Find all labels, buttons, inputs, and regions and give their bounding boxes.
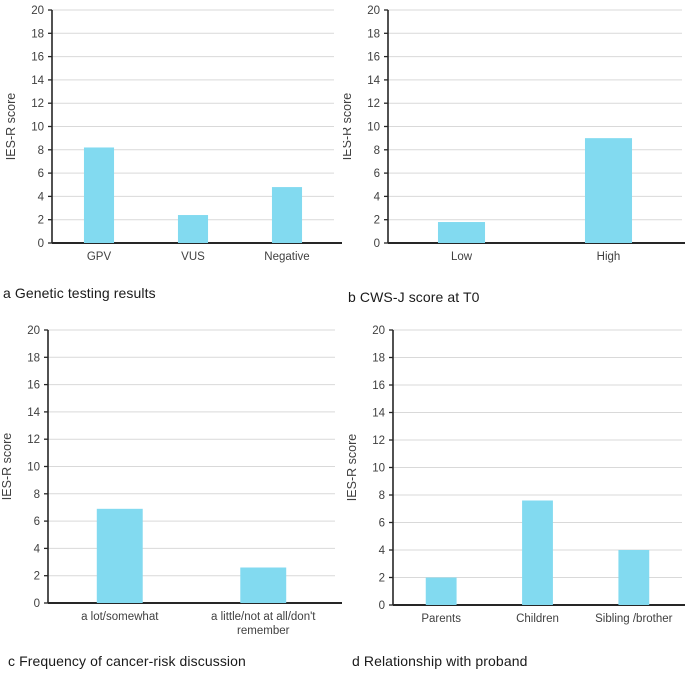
x-category-label: GPV — [87, 251, 112, 263]
y-tick-label: 8 — [38, 145, 44, 157]
y-tick-label: 10 — [31, 122, 44, 134]
x-category-label: Sibling /brother — [595, 613, 673, 625]
y-tick-label: 0 — [374, 238, 380, 250]
y-tick-label: 20 — [27, 325, 40, 337]
y-tick-label: 6 — [38, 168, 44, 180]
x-category-label: VUS — [181, 251, 205, 263]
chart-panel-b: 0 2 4 6 8 10 12 14 16 18 20 Low High IES-R score b CW… — [343, 0, 685, 305]
bar-chart-b: 0 2 4 6 8 10 12 14 16 18 20 Low High IES-R score — [343, 5, 685, 263]
y-tick-label: 18 — [367, 28, 380, 40]
y-tick-label: 8 — [379, 490, 385, 502]
bar-a-2 — [177, 215, 209, 243]
chart-panel-c: 0 2 4 6 8 10 12 14 16 18 20 a lot/somewhat a little/… — [0, 318, 342, 669]
bar-chart-c: 0 2 4 6 8 10 12 14 16 18 20 a lot/somewhat a little/… — [0, 325, 342, 637]
y-tick-label: 4 — [34, 543, 41, 555]
y-tick-label: 8 — [374, 145, 380, 157]
bar-chart-d: 0 2 4 6 8 10 12 14 16 18 20 Parents Children Sibling … — [345, 325, 685, 625]
y-tick-label: 14 — [372, 408, 385, 420]
y-tick-label: 4 — [38, 191, 45, 203]
y-tick-label: 0 — [34, 598, 40, 610]
y-tick-label: 14 — [31, 75, 44, 87]
y-tick-label: 10 — [27, 462, 40, 474]
x-category-label: a lot/somewhat — [81, 611, 159, 623]
chart-a-caption: a Genetic testing results — [3, 285, 156, 301]
y-tick-label: 8 — [34, 489, 40, 501]
y-tick-label: 18 — [27, 352, 40, 364]
x-category-label: Negative — [264, 251, 309, 263]
y-axis-title: IES-R score — [343, 93, 354, 160]
y-axis-title: IES-R score — [345, 434, 359, 501]
x-category-label: High — [597, 251, 621, 263]
y-tick-label: 12 — [31, 98, 44, 110]
y-tick-label: 20 — [372, 325, 385, 337]
y-tick-label: 18 — [372, 353, 385, 365]
bar-b-1 — [437, 222, 486, 243]
bar-a-3 — [271, 187, 303, 243]
y-tick-label: 16 — [31, 52, 44, 64]
y-tick-label: 12 — [27, 434, 40, 446]
y-tick-label: 4 — [379, 545, 386, 557]
y-tick-label: 0 — [38, 238, 44, 250]
y-axis-title: IES-R score — [4, 93, 18, 160]
chart-b-caption: b CWS-J score at T0 — [348, 289, 480, 305]
bar-d-2 — [522, 500, 553, 605]
y-tick-label: 16 — [27, 380, 40, 392]
y-tick-label: 6 — [34, 516, 40, 528]
y-tick-label: 12 — [372, 435, 385, 447]
bar-c-1 — [96, 508, 143, 603]
chart-c-caption: c Frequency of cancer-risk discussion — [8, 653, 246, 669]
x-category-label: a little/not at all/don't remember — [211, 611, 316, 637]
chart-panel-d: 0 2 4 6 8 10 12 14 16 18 20 Parents Children Sibling … — [343, 318, 685, 669]
bar-b-2 — [584, 138, 633, 243]
y-axis-title: IES-R score — [0, 433, 14, 500]
y-tick-label: 2 — [379, 573, 385, 585]
y-tick-label: 20 — [31, 5, 44, 17]
y-tick-label: 16 — [367, 52, 380, 64]
bar-chart-a: 0 2 4 6 8 10 12 14 16 18 20 GPV VUS Negative IES-R sco… — [4, 5, 342, 263]
y-tick-label: 14 — [367, 75, 380, 87]
chart-d-caption: d Relationship with proband — [352, 653, 528, 669]
y-tick-label: 10 — [372, 463, 385, 475]
y-tick-label: 12 — [367, 98, 380, 110]
y-tick-label: 16 — [372, 380, 385, 392]
x-category-label: Low — [451, 251, 473, 263]
y-tick-label: 2 — [34, 571, 40, 583]
y-tick-label: 2 — [38, 215, 44, 227]
y-tick-label: 14 — [27, 407, 40, 419]
chart-panel-a: 0 2 4 6 8 10 12 14 16 18 20 GPV VUS Negative IES-R sco… — [0, 0, 342, 301]
x-category-label: Children — [516, 613, 559, 625]
x-category-label: Parents — [421, 613, 461, 625]
bar-d-1 — [425, 577, 457, 605]
y-tick-label: 2 — [374, 215, 380, 227]
y-tick-label: 6 — [379, 518, 385, 530]
y-tick-label: 10 — [367, 122, 380, 134]
y-tick-label: 20 — [367, 5, 380, 17]
bar-d-3 — [618, 550, 650, 605]
y-tick-label: 6 — [374, 168, 380, 180]
bar-c-2 — [240, 567, 287, 603]
y-tick-label: 4 — [374, 191, 381, 203]
bar-a-1 — [83, 147, 115, 243]
y-tick-label: 0 — [379, 600, 385, 612]
y-tick-label: 18 — [31, 28, 44, 40]
